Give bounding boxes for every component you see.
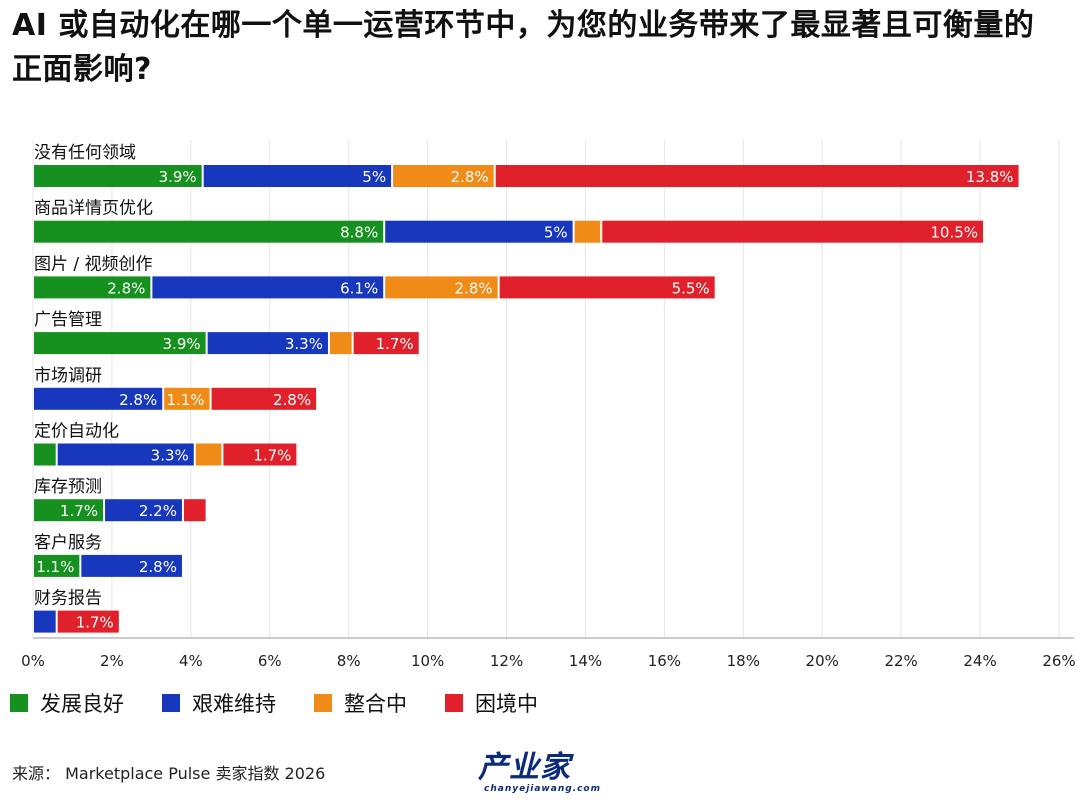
data-label: 6.1% — [340, 279, 378, 297]
category-label: 客户服务 — [34, 533, 102, 553]
bar-segment — [34, 443, 56, 466]
data-label: 8.8% — [340, 224, 378, 242]
x-tick-label: 12% — [490, 652, 523, 670]
category-label: 广告管理 — [34, 310, 102, 330]
legend-swatch-struggling — [162, 694, 180, 712]
bar-segment — [499, 276, 715, 299]
x-tick-label: 10% — [411, 652, 444, 670]
bar-segment — [57, 610, 119, 633]
bar-segment — [34, 387, 163, 410]
data-label: 2.8% — [119, 391, 157, 409]
bar-segment — [34, 220, 384, 243]
category-label: 图片 / 视频创作 — [34, 254, 153, 274]
bar-segment — [81, 554, 182, 577]
x-tick-label: 16% — [648, 652, 681, 670]
legend-item: 整合中 — [314, 688, 407, 718]
logo-url: chanyejiawang.com — [484, 784, 601, 794]
data-label: 3.9% — [163, 335, 201, 353]
bar-segment — [34, 499, 104, 522]
legend-swatch-distressed — [445, 694, 463, 712]
legend: 发展良好 艰难维持 整合中 困境中 — [10, 688, 538, 718]
data-label: 2.8% — [107, 279, 145, 297]
data-label: 2.2% — [139, 502, 177, 520]
bar-segment — [34, 610, 56, 633]
category-label: 库存预测 — [34, 477, 102, 497]
data-label: 1.7% — [376, 335, 414, 353]
data-label: 1.1% — [36, 558, 74, 576]
data-label: 2.8% — [273, 391, 311, 409]
bar-segment — [183, 499, 206, 522]
category-label: 定价自动化 — [34, 422, 119, 442]
data-label: 3.3% — [285, 335, 323, 353]
bar-segment — [495, 165, 1019, 187]
data-label: 1.7% — [76, 614, 114, 632]
bar-segment — [105, 499, 182, 522]
chart-title: AI 或自动化在哪一个单一运营环节中，为您的业务带来了最显著且可衡量的正面影响? — [12, 8, 1035, 87]
legend-label: 发展良好 — [40, 692, 124, 716]
legend-label: 艰难维持 — [192, 692, 276, 716]
category-label: 财务报告 — [34, 589, 102, 609]
bar-segment — [34, 276, 151, 299]
data-label: 3.9% — [159, 168, 197, 186]
bar-segment — [152, 276, 384, 299]
x-tick-label: 0% — [21, 652, 45, 670]
bar-segment — [574, 220, 601, 243]
legend-label: 整合中 — [344, 692, 407, 716]
data-label: 5% — [544, 224, 568, 242]
x-tick-label: 22% — [884, 652, 917, 670]
logo: 产业家 chanyejiawang.com — [478, 750, 601, 795]
category-label: 没有任何领域 — [34, 143, 136, 163]
legend-item: 困境中 — [445, 688, 538, 718]
x-tick-label: 26% — [1042, 652, 1075, 670]
data-label: 2.8% — [451, 168, 489, 186]
legend-item: 艰难维持 — [162, 688, 276, 718]
bar-segment — [385, 220, 573, 243]
x-tick-label: 2% — [100, 652, 124, 670]
x-tick-label: 4% — [179, 652, 203, 670]
data-label: 5.5% — [672, 279, 710, 297]
bar-segment — [393, 165, 494, 187]
x-tick-label: 24% — [963, 652, 996, 670]
bar-segment — [34, 554, 80, 577]
data-label: 1.7% — [253, 447, 291, 465]
bar-segment — [353, 332, 419, 355]
data-label: 1.1% — [166, 391, 204, 409]
bar-segment — [164, 387, 210, 410]
bar-segment — [195, 443, 222, 466]
category-label: 商品详情页优化 — [34, 199, 153, 219]
legend-label: 困境中 — [475, 692, 538, 716]
stacked-bar-chart: 0% 2% 4% 6% 8% 10% 12% 14% 16% 18% 20% 22% 24% 26% 没有任… — [21, 140, 1076, 670]
data-label: 2.8% — [455, 279, 493, 297]
bar-segment — [329, 332, 352, 355]
x-tick-label: 14% — [569, 652, 602, 670]
bar-segment — [207, 332, 328, 355]
legend-swatch-thriving — [10, 694, 28, 712]
bar-segment — [203, 165, 392, 187]
data-label: 13.8% — [966, 168, 1014, 186]
legend-item: 发展良好 — [10, 688, 124, 718]
logo-text: 产业家 — [478, 750, 571, 785]
category-label: 市场调研 — [34, 366, 102, 386]
data-label: 1.7% — [60, 502, 98, 520]
x-tick-label: 20% — [806, 652, 839, 670]
x-tick-label: 8% — [337, 652, 361, 670]
x-tick-label: 18% — [727, 652, 760, 670]
x-tick-label: 6% — [258, 652, 282, 670]
data-label: 5% — [362, 168, 386, 186]
bar-segment — [34, 165, 202, 187]
bar-segment — [34, 332, 206, 355]
data-label: 3.3% — [151, 447, 189, 465]
bar-segment — [385, 276, 498, 299]
bar-segment — [211, 387, 317, 410]
bar-segment — [602, 220, 984, 243]
data-label: 10.5% — [930, 224, 978, 242]
bar-segment — [223, 443, 297, 466]
source-note: 来源： Marketplace Pulse 卖家指数 2026 — [12, 764, 326, 783]
data-label: 2.8% — [139, 558, 177, 576]
legend-swatch-consolidating — [314, 694, 332, 712]
bar-segment — [57, 443, 194, 466]
